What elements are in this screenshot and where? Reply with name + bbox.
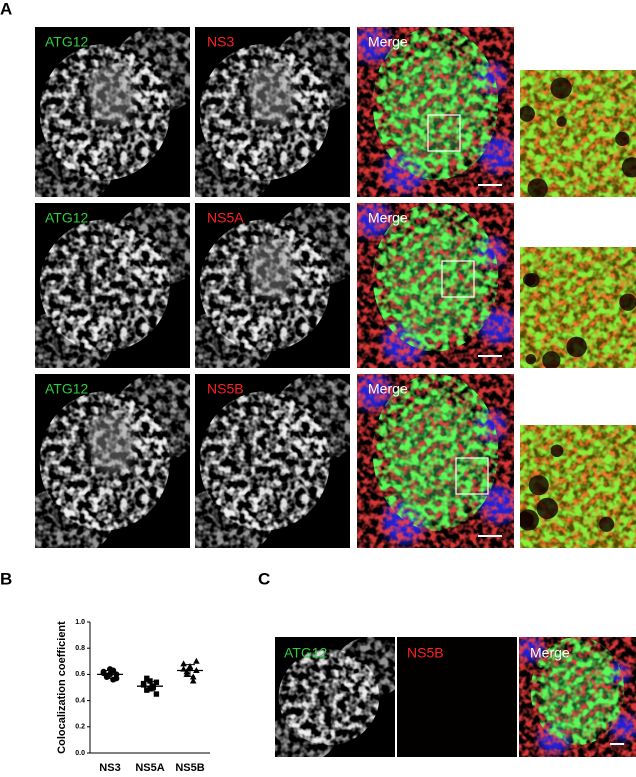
cell-signal (112, 203, 190, 286)
channel-label: NS5B (407, 645, 444, 661)
faint (397, 637, 517, 757)
point (103, 672, 110, 679)
cell-diffuse (90, 64, 135, 126)
error-bar (105, 669, 115, 679)
point (147, 678, 153, 684)
error-bar (145, 681, 155, 692)
micrograph (519, 637, 636, 757)
y-axis-label: Colocalization coefficient (56, 621, 68, 754)
vacuole (599, 516, 615, 532)
point (183, 670, 191, 677)
micrograph (35, 27, 190, 197)
green-signal (372, 27, 499, 180)
micrograph (520, 70, 636, 197)
x-tick-label: NS3 (99, 762, 120, 774)
y-tick-label: 0.4 (75, 697, 85, 704)
cell-signal (275, 715, 335, 757)
micrograph (195, 27, 350, 197)
point (189, 677, 197, 684)
channel-label: Merge (368, 381, 408, 397)
vacuole (525, 354, 537, 365)
channel-labels: ATG12 NS3 Merge ATG12 NS5A Merge ATG12 NS5B Merg… (45, 34, 570, 661)
zoom-box (455, 457, 489, 495)
point (193, 657, 200, 664)
point (180, 660, 187, 667)
channel-label: NS3 (207, 34, 234, 50)
panel-label: A (0, 0, 12, 18)
yellow-overlap (520, 70, 636, 197)
vacuole (525, 272, 540, 288)
point (144, 675, 150, 682)
channel-label: Merge (530, 645, 570, 661)
cell-signal (35, 310, 113, 368)
micrograph (35, 203, 190, 368)
x-tick-label: NS5B (175, 762, 204, 774)
y-tick-label: 0.6 (75, 671, 85, 678)
vacuole (528, 475, 549, 496)
vacuole (556, 116, 567, 127)
error-bar (185, 664, 195, 677)
point (153, 691, 160, 697)
vacuole (527, 178, 548, 197)
channel-label: ATG12 (45, 210, 89, 226)
vacuole (619, 293, 636, 311)
micrograph (275, 637, 395, 757)
panel-label: B (0, 569, 12, 588)
cell-signal (195, 487, 273, 548)
cell-signal (35, 487, 113, 548)
vacuole (566, 336, 587, 358)
micrograph (35, 374, 190, 548)
cell-diffuse (90, 412, 135, 475)
zoom-box (441, 260, 475, 298)
point (153, 679, 160, 685)
point (110, 676, 117, 683)
y-tick-label: 0.8 (75, 645, 85, 652)
cell-diffuse (250, 239, 295, 299)
micrograph (357, 27, 514, 197)
cell-diffuse (250, 64, 295, 126)
panel-label: C (258, 569, 270, 588)
zoom-box (427, 114, 461, 152)
channel-label: ATG12 (45, 34, 89, 50)
vacuole (621, 157, 636, 178)
green-signal (372, 203, 499, 352)
vacuole (536, 497, 559, 520)
y-tick-label: 0.0 (75, 750, 85, 757)
micrograph (520, 425, 636, 548)
micrograph (357, 374, 514, 548)
x-tick-label: NS5A (135, 762, 164, 774)
green-signal (520, 70, 636, 197)
micrographs (35, 27, 636, 757)
y-tick-label: 0.2 (75, 724, 85, 731)
micrograph (195, 374, 350, 548)
point (144, 687, 150, 693)
vacuole (550, 77, 572, 99)
vacuole (615, 131, 630, 147)
point (140, 680, 147, 687)
micrograph (195, 203, 350, 368)
channel-label: Merge (368, 34, 408, 50)
channel-label: NS5B (207, 381, 244, 397)
green-signal (530, 637, 625, 745)
vacuole (520, 105, 535, 122)
channel-label: ATG12 (284, 645, 328, 661)
cell-signal (195, 310, 273, 368)
channel-label: Merge (368, 210, 408, 226)
channel-label: ATG12 (45, 381, 89, 397)
cell-signal (335, 637, 395, 697)
micrograph (357, 203, 514, 368)
vacuole (542, 351, 561, 368)
cell-signal (35, 137, 113, 197)
y-tick-label: 1.0 (75, 619, 85, 626)
channel-label: NS5A (207, 210, 244, 226)
micrograph (397, 637, 517, 757)
vacuole (520, 511, 534, 528)
vacuole (550, 444, 564, 458)
chart-b: Colocalization coefficient 0.0 0.2 0.4 0.6 0.… (56, 619, 210, 774)
green-signal (372, 374, 499, 531)
cell-signal (195, 137, 273, 197)
micrograph (520, 247, 636, 368)
cell-signal (272, 374, 350, 461)
